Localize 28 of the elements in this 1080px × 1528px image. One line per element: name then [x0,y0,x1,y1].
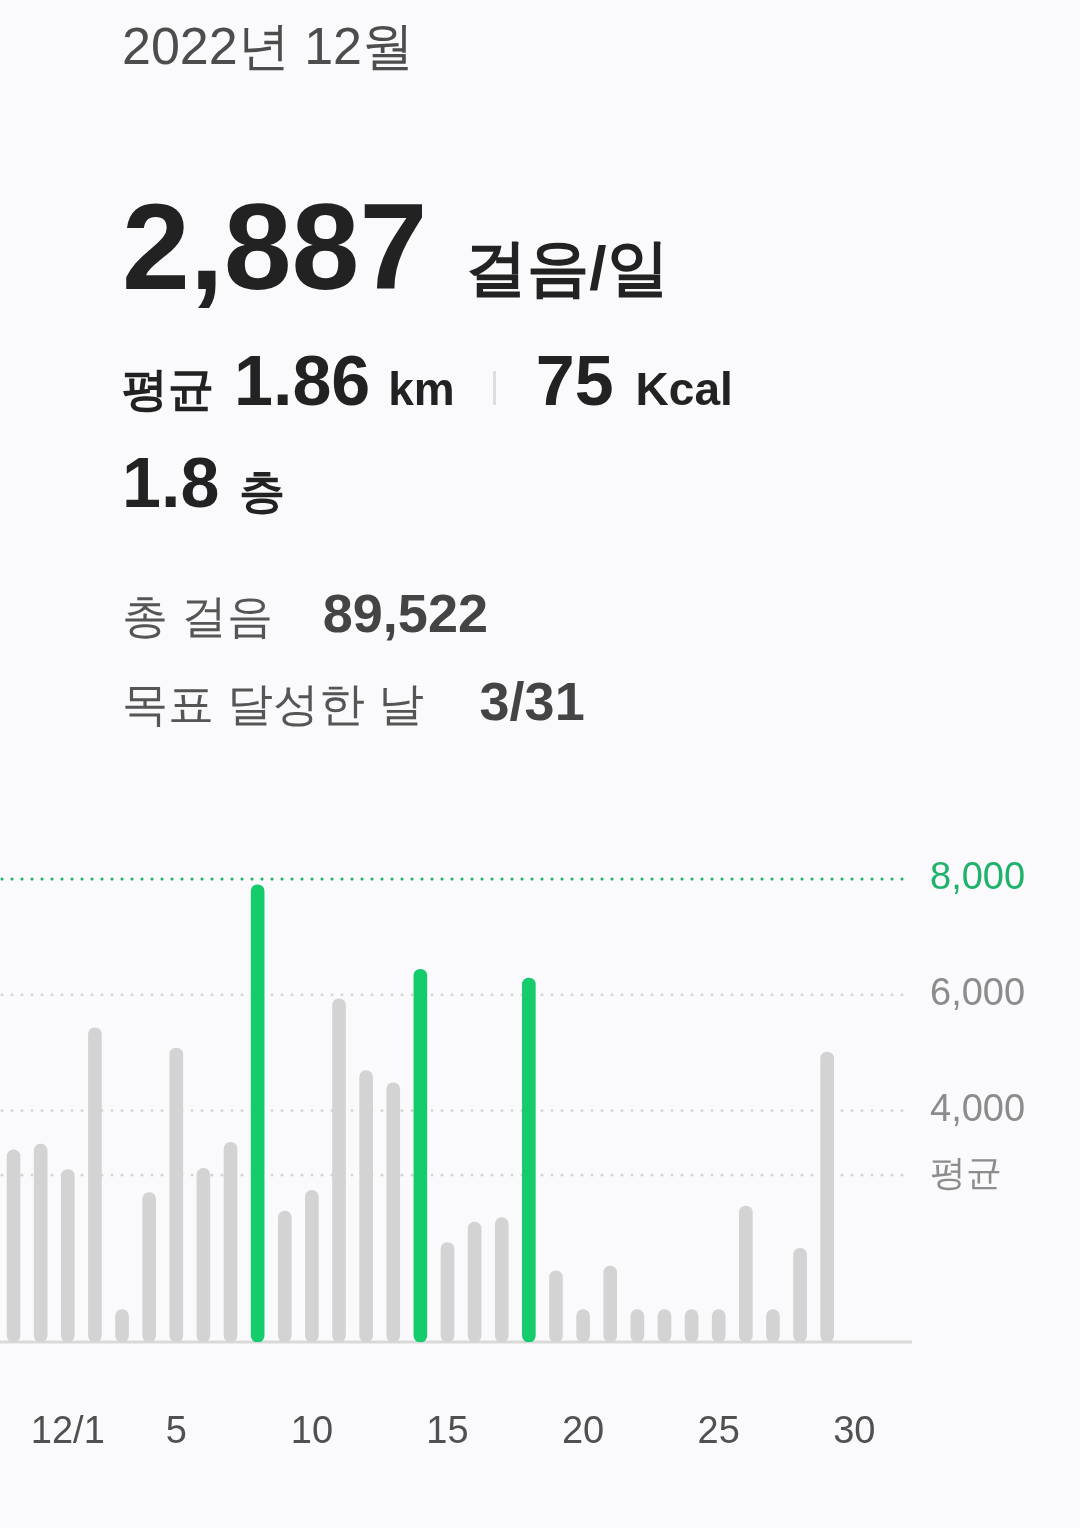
ref-line-label: 평균 [930,1151,1002,1193]
text: 1.8 [122,443,220,522]
y-tick-label: 6,000 [930,971,1026,1014]
x-tick-label: 5 [165,1409,187,1452]
text: km [388,362,455,415]
y-tick-label: 4,000 [930,1086,1026,1129]
x-tick-label: 10 [290,1409,334,1452]
text: Kcal [635,362,733,415]
x-tick-label: 30 [833,1409,876,1452]
text: 총 걸음 [122,590,273,643]
text: 층 [239,464,286,517]
text: 평균 [122,362,214,415]
x-tick-label: 25 [697,1409,740,1452]
text: 3/31 [479,671,585,732]
text: 2,887 [122,179,428,316]
text: 75 [535,341,614,420]
x-tick-label: 15 [426,1409,469,1452]
bar [250,884,265,1342]
x-tick-label: 12/1 [30,1409,105,1452]
text: 목표 달성한 날 [122,678,424,731]
chart-title: 2022년 12월 [122,16,414,75]
text: 걸음/일 [465,233,669,303]
x-tick-label: 20 [561,1409,605,1452]
text: 1.86 [234,341,371,420]
text: 89,522 [322,583,488,644]
bar [413,968,428,1342]
bar [522,977,536,1342]
y-tick-label: 8,000 [930,855,1026,898]
